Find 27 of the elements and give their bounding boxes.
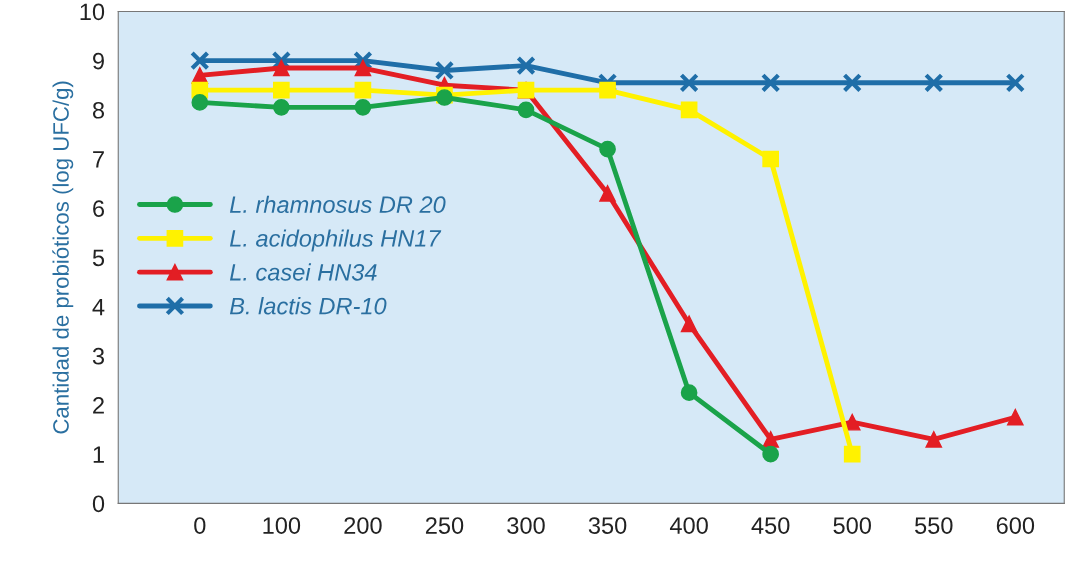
- y-tick-label: 6: [93, 200, 105, 217]
- y-tick-label: 2: [93, 397, 104, 414]
- x-tick-label: 500: [833, 517, 871, 534]
- y-tick-label: 0: [92, 495, 105, 513]
- x-tick-label: 400: [669, 517, 708, 534]
- x-tick-label: 100: [263, 517, 301, 534]
- legend-label: L. casei HN34: [229, 263, 377, 281]
- x-tick-label: 250: [425, 517, 464, 534]
- legend-label: B. lactis DR-10: [229, 297, 387, 315]
- legend-label: L. rhamnosus DR 20: [229, 195, 446, 214]
- x-tick-label: 600: [996, 517, 1035, 534]
- x-tick-label: 450: [751, 517, 790, 534]
- x-tick-label: 550: [915, 517, 953, 534]
- y-tick-label: 1: [93, 446, 104, 463]
- y-axis-title: Cantidad de probióticos (log UFC/g): [52, 81, 74, 434]
- y-tick-label: 9: [93, 52, 104, 70]
- x-tick-label: 300: [507, 517, 545, 534]
- x-tick-label: 200: [344, 517, 382, 534]
- y-tick-label: 5: [92, 249, 105, 267]
- y-tick-label: 4: [92, 298, 105, 316]
- y-tick-label: 8: [92, 101, 105, 119]
- legend-label: L. acidophilus HN17: [229, 229, 442, 252]
- y-tick-label: 10: [80, 3, 105, 21]
- x-tick-label: 350: [588, 517, 627, 534]
- x-tick-label: 0: [194, 517, 206, 534]
- y-tick-label: 7: [93, 151, 104, 168]
- y-tick-label: 3: [92, 347, 105, 365]
